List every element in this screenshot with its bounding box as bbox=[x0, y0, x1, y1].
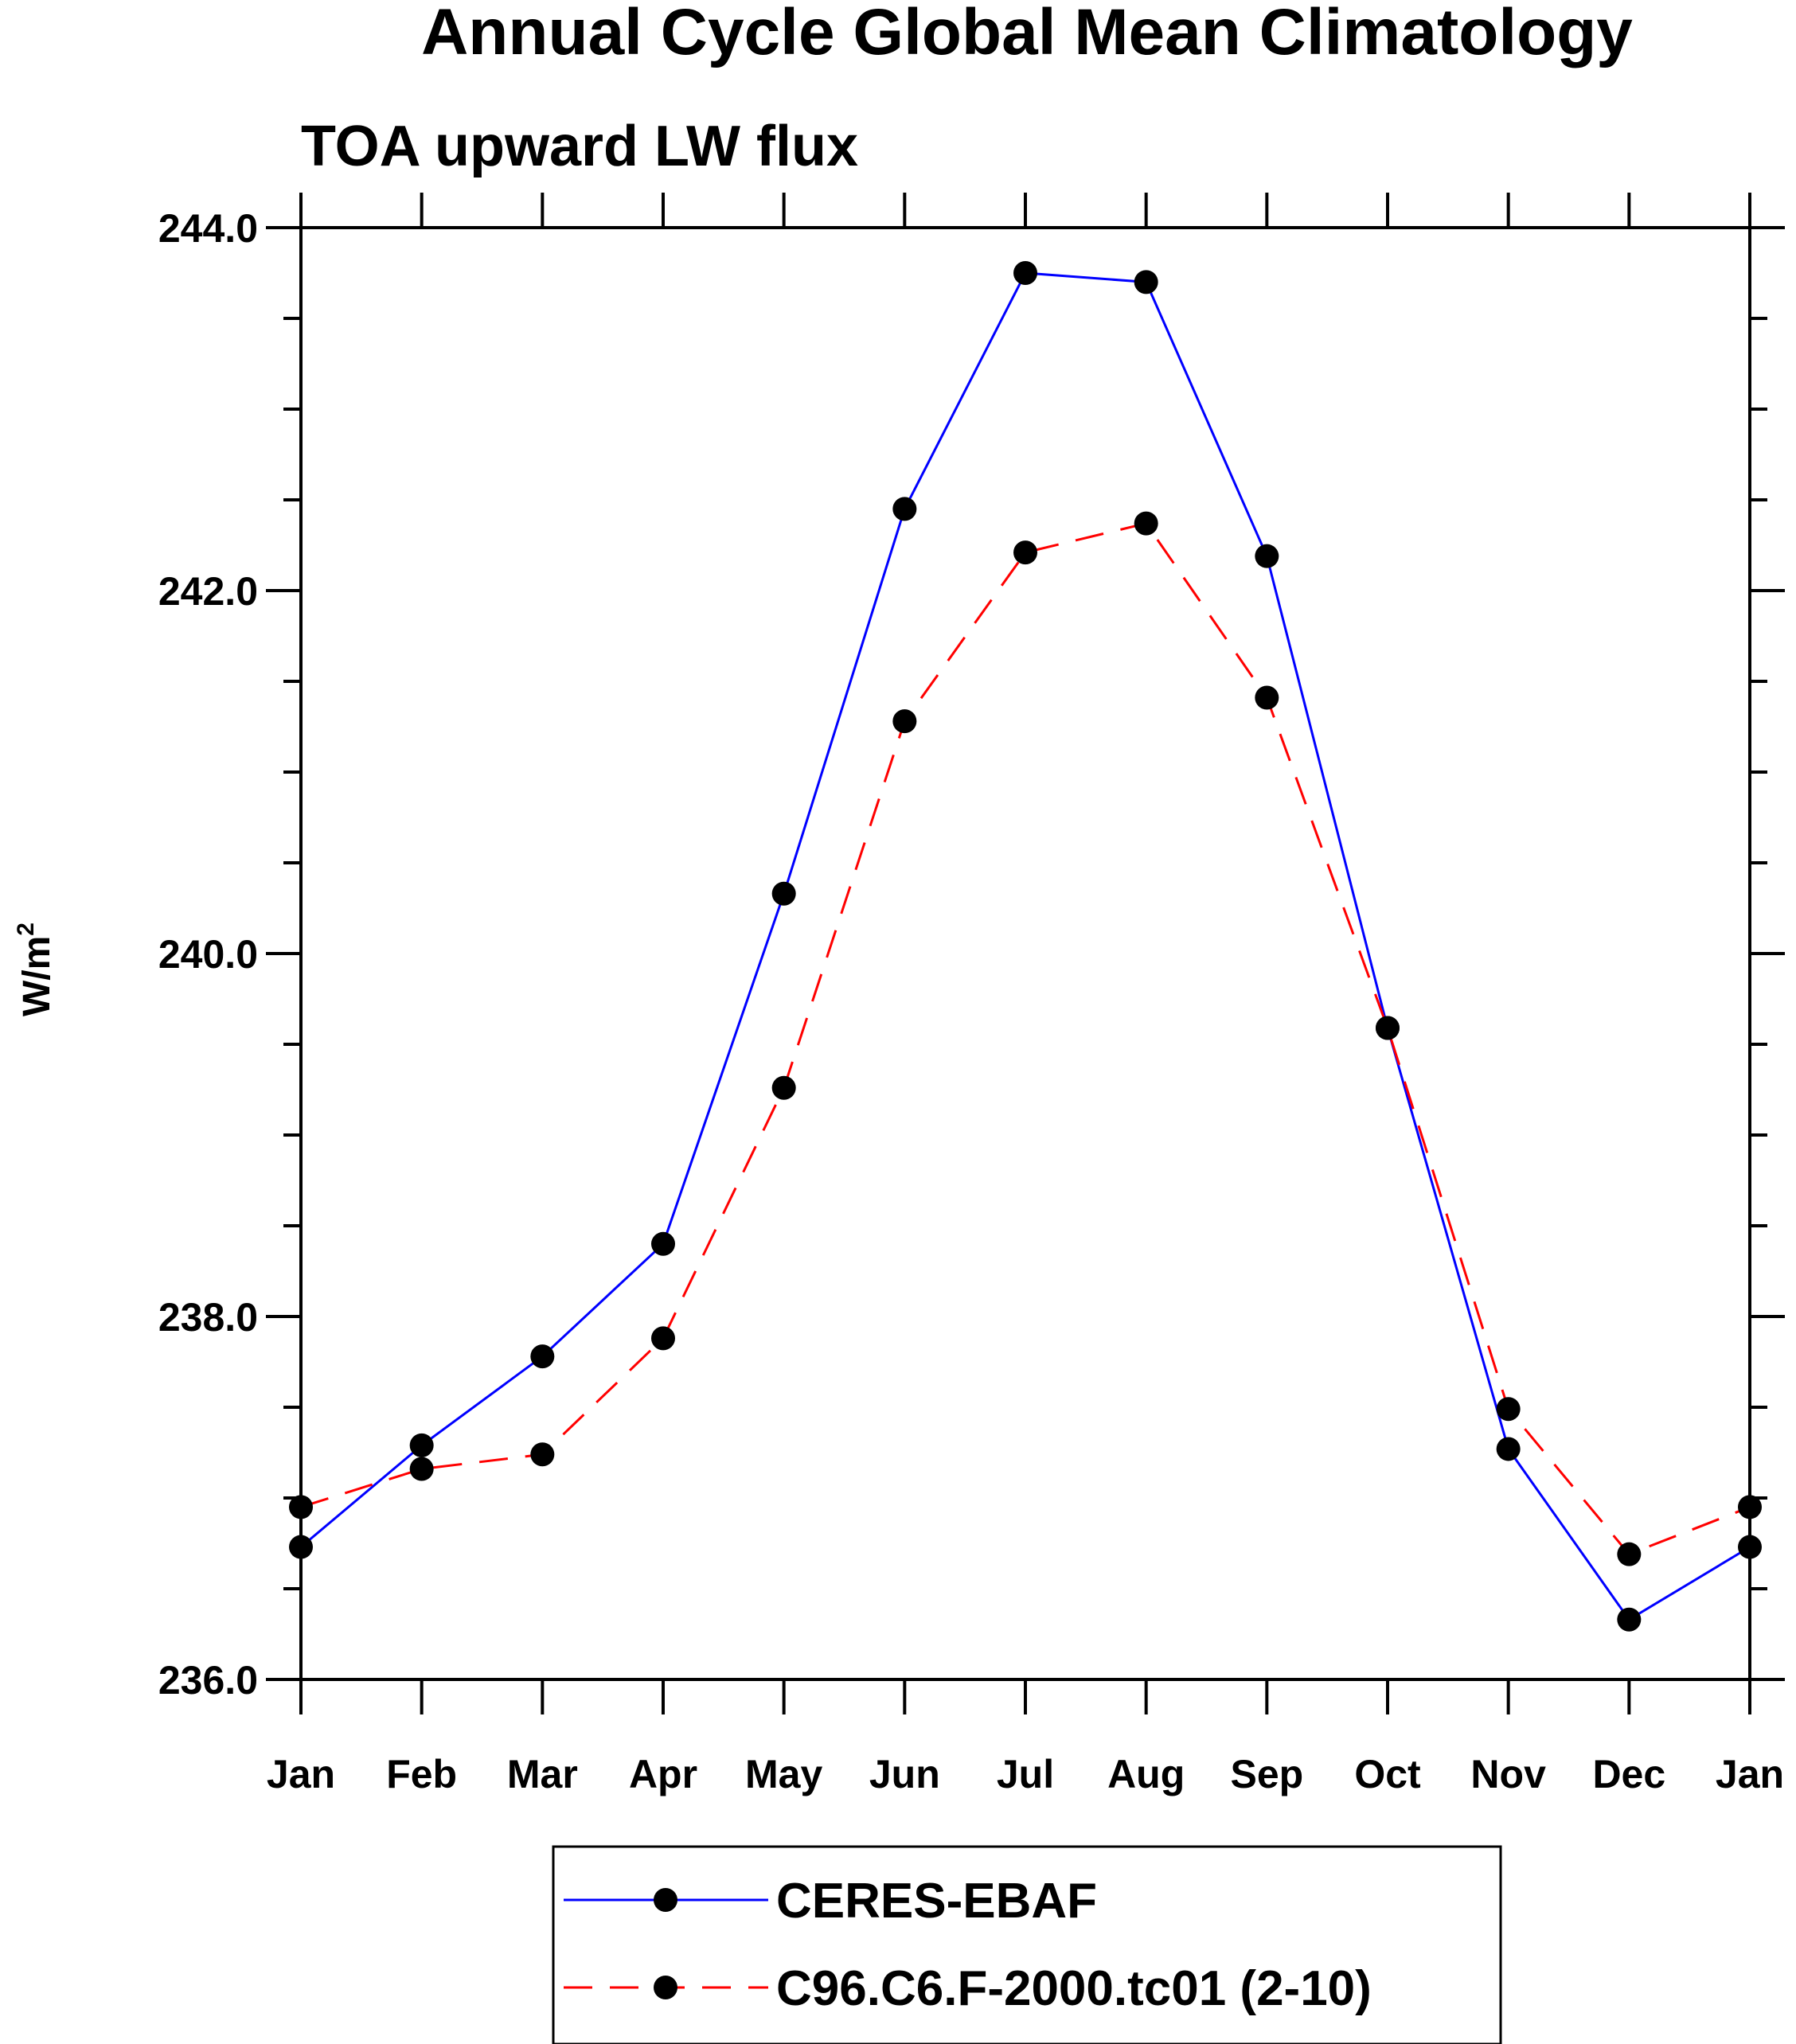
series-line-0 bbox=[300, 271, 1751, 1621]
x-tick-label-1: Feb bbox=[386, 1752, 457, 1796]
series-1-point-9 bbox=[1376, 1016, 1400, 1040]
series-1-point-4 bbox=[771, 1075, 796, 1100]
legend-marker-model bbox=[654, 1976, 677, 1999]
series-1-point-0 bbox=[289, 1495, 313, 1519]
x-tick-label-6: Jul bbox=[997, 1752, 1054, 1796]
series-0-point-7 bbox=[1134, 270, 1158, 295]
chart-subtitle: TOA upward LW flux bbox=[301, 115, 858, 178]
x-tick-label-7: Aug bbox=[1107, 1752, 1185, 1796]
plot-frame bbox=[299, 226, 1751, 1681]
series-0-point-1 bbox=[409, 1433, 434, 1457]
series-0-point-10 bbox=[1496, 1437, 1521, 1461]
series-lines bbox=[300, 271, 1751, 1621]
series-1-point-11 bbox=[1617, 1542, 1642, 1566]
series-1-point-8 bbox=[1255, 685, 1279, 710]
y-axis-label-superscript: 2 bbox=[13, 923, 39, 936]
x-tick-label-8: Sep bbox=[1230, 1752, 1303, 1796]
series-0-point-6 bbox=[1013, 261, 1037, 285]
chart-title: Annual Cycle Global Mean Climatology bbox=[421, 0, 1633, 68]
x-tick-label-10: Nov bbox=[1470, 1752, 1546, 1796]
series-1-point-3 bbox=[651, 1326, 675, 1351]
series-1-point-1 bbox=[409, 1457, 434, 1481]
svg-text:W/m2: W/m2 bbox=[13, 923, 58, 1016]
x-tick-label-3: Apr bbox=[629, 1752, 697, 1796]
series-0-point-3 bbox=[651, 1231, 675, 1256]
y-tick-label-4: 244.0 bbox=[158, 206, 258, 251]
legend-label-ceres: CERES-EBAF bbox=[776, 1874, 1097, 1929]
x-tick-label-11: Dec bbox=[1592, 1752, 1665, 1796]
series-markers bbox=[289, 261, 1762, 1632]
x-tick-label-5: Jun bbox=[869, 1752, 940, 1796]
legend-box bbox=[552, 1845, 1502, 2044]
series-0-point-5 bbox=[892, 497, 917, 521]
tick-labels: Jan Feb Mar Apr May Jun Jul Aug Sep Oct Nov Dec Jan 2… bbox=[158, 206, 1784, 1796]
legend-label-model: C96.C6.F-2000.tc01 (2-10) bbox=[776, 1961, 1372, 2016]
series-0-point-2 bbox=[530, 1344, 555, 1369]
y-tick-label-2: 240.0 bbox=[158, 932, 258, 977]
x-tick-label-12: Jan bbox=[1716, 1752, 1784, 1796]
series-0-point-0 bbox=[289, 1535, 313, 1559]
series-1-point-7 bbox=[1134, 511, 1158, 536]
y-tick-label-0: 236.0 bbox=[158, 1658, 258, 1703]
series-0-point-8 bbox=[1255, 544, 1279, 568]
series-0-point-12 bbox=[1738, 1535, 1762, 1559]
y-axis-label-text: W/m bbox=[16, 936, 58, 1016]
x-tick-label-4: May bbox=[745, 1752, 822, 1796]
series-1-point-10 bbox=[1496, 1397, 1521, 1422]
series-0-point-4 bbox=[771, 881, 796, 906]
y-tick-label-1: 238.0 bbox=[158, 1295, 258, 1340]
x-tick-label-2: Mar bbox=[507, 1752, 578, 1796]
x-tick-label-9: Oct bbox=[1354, 1752, 1421, 1796]
x-tick-label-0: Jan bbox=[267, 1752, 335, 1796]
series-1-point-12 bbox=[1738, 1495, 1762, 1519]
series-1-point-2 bbox=[530, 1442, 555, 1467]
legend-marker-ceres bbox=[654, 1888, 677, 1912]
legend: CERES-EBAF C96.C6.F-2000.tc01 (2-10) bbox=[552, 1845, 1502, 2044]
series-1-point-6 bbox=[1013, 540, 1037, 565]
axis-ticks bbox=[266, 193, 1785, 1714]
series-1-point-5 bbox=[892, 709, 917, 734]
y-axis-label: W/m2 bbox=[13, 923, 58, 1016]
series-0-point-11 bbox=[1617, 1607, 1642, 1632]
y-tick-label-3: 242.0 bbox=[158, 569, 258, 614]
series-line-1 bbox=[300, 522, 1751, 1556]
